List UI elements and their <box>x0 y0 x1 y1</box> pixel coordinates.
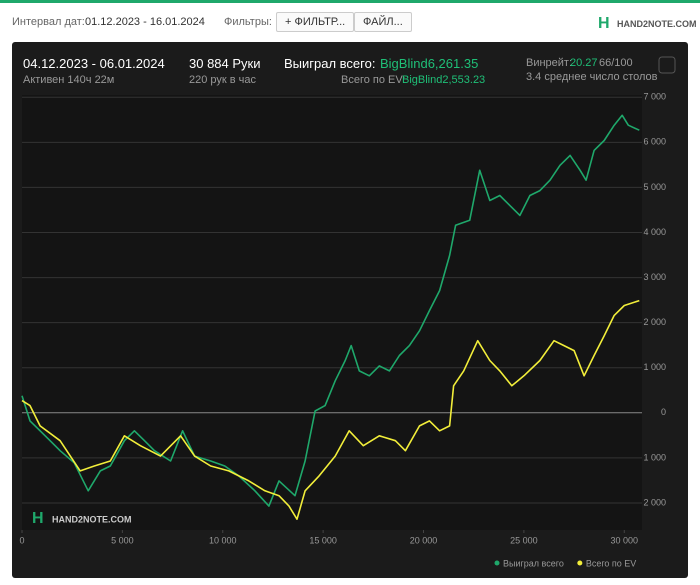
y-tick-label: 7 000 <box>643 92 666 102</box>
plot-area <box>22 95 642 530</box>
x-tick-label: 25 000 <box>510 535 538 545</box>
tables: 3.4 среднее число столов <box>526 71 658 83</box>
x-tick-label: 20 000 <box>410 535 438 545</box>
settings-button[interactable] <box>658 56 676 74</box>
series-line <box>21 299 640 520</box>
winrate-unit: 66/100 <box>599 57 633 69</box>
filter-button[interactable]: + ФИЛЬТР... <box>276 12 355 32</box>
legend-marker <box>577 560 583 566</box>
hands: 30 884 Руки <box>189 56 261 71</box>
date-range[interactable]: 01.12.2023 - 16.01.2024 <box>85 16 205 28</box>
winrate-label: Винрейт: <box>526 57 573 69</box>
won-value: BigBlind6,261.35 <box>380 56 479 71</box>
logo-icon: H <box>598 15 610 32</box>
legend-label: Всего по EV <box>586 558 636 568</box>
y-tick-label: 1 000 <box>643 452 666 462</box>
legend-marker <box>494 560 500 566</box>
series-line <box>21 114 640 507</box>
x-tick-label: 0 <box>19 535 24 545</box>
y-tick-label: 1 000 <box>643 362 666 372</box>
period: 04.12.2023 - 06.01.2024 <box>23 56 165 71</box>
watermark: HAND2NOTE.COM <box>52 514 132 524</box>
y-tick-label: 2 000 <box>643 317 666 327</box>
y-tick-label: 5 000 <box>643 182 666 192</box>
x-tick-label: 15 000 <box>309 535 337 545</box>
x-tick-label: 10 000 <box>209 535 237 545</box>
active: Активен 140ч 22м <box>23 74 115 86</box>
y-tick-label: 6 000 <box>643 137 666 147</box>
filters-label: Фильтры: <box>224 16 272 28</box>
y-tick-label: 3 000 <box>643 272 666 282</box>
watermark-icon: H <box>32 510 44 527</box>
won-label: Выиграл всего: <box>284 56 376 71</box>
legend-label: Выиграл всего <box>503 558 564 568</box>
y-tick-label: 0 <box>661 407 666 417</box>
top-bar <box>0 0 700 3</box>
y-tick-label: 4 000 <box>643 227 666 237</box>
ev-label: Всего по EV: <box>341 74 406 86</box>
logo: HAND2NOTE.COM <box>617 19 697 29</box>
file-button[interactable]: ФАЙЛ... <box>354 12 412 32</box>
y-tick-label: 2 000 <box>643 497 666 507</box>
x-tick-label: 30 000 <box>610 535 638 545</box>
ev-value: BigBlind2,553.23 <box>402 74 486 86</box>
date-label: Интервал дат: <box>12 16 85 28</box>
rate: 220 рук в час <box>189 74 257 86</box>
x-tick-label: 5 000 <box>111 535 134 545</box>
winrate-value: 20.27 <box>570 57 598 69</box>
